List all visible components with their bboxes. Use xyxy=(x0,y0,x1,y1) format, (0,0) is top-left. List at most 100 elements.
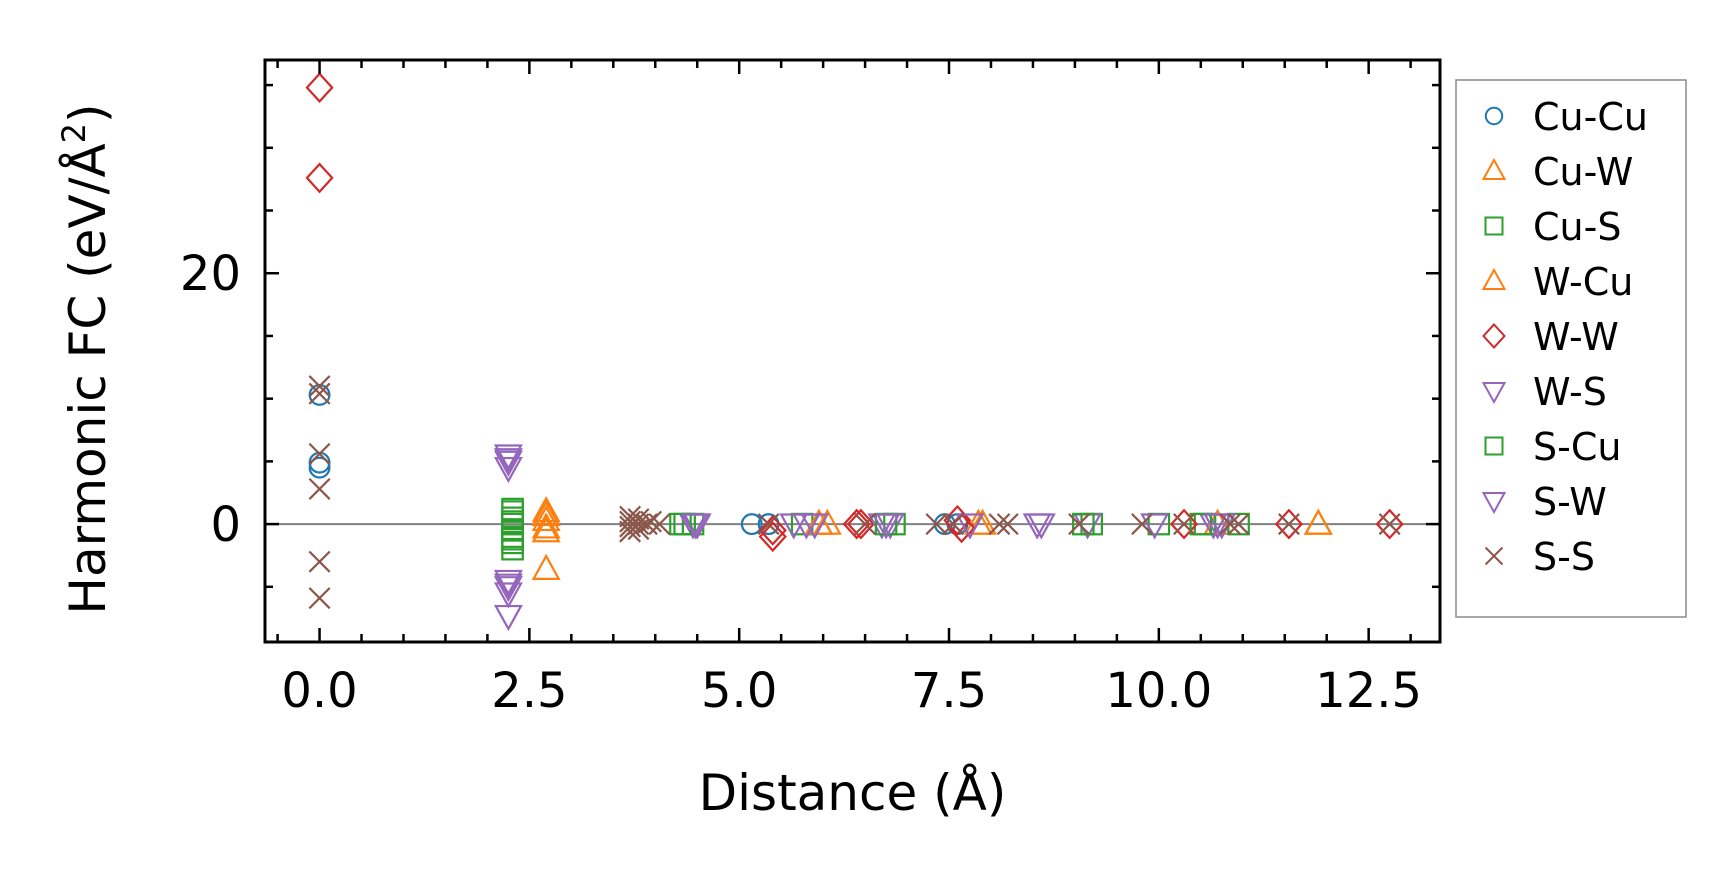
data-point-w-s xyxy=(493,604,523,632)
data-point-w-s xyxy=(1140,513,1170,540)
data-point-s-s xyxy=(854,513,877,536)
data-point-w-s xyxy=(493,582,523,609)
data-point-s-cu xyxy=(501,527,524,551)
legend-label-w-cu: W-Cu xyxy=(1533,260,1633,304)
data-point-w-s xyxy=(955,513,985,540)
data-point-w-cu xyxy=(1303,508,1333,535)
data-point-s-s xyxy=(996,513,1019,536)
legend-marker-s-w xyxy=(1481,492,1507,515)
data-point-s-w xyxy=(871,513,901,540)
data-point-s-s xyxy=(308,477,331,500)
series-w-s xyxy=(493,444,1237,632)
x-tick-label: 7.5 xyxy=(911,663,987,719)
data-point-w-s xyxy=(493,569,523,597)
data-point-w-cu xyxy=(531,504,561,532)
data-point-w-w xyxy=(305,162,334,194)
data-point-s-w xyxy=(1203,513,1233,540)
data-point-s-s xyxy=(1277,513,1300,536)
data-point-w-s xyxy=(493,576,523,603)
data-point-w-s xyxy=(493,444,523,471)
tick-labels-layer: 0.0 2.5 5.0 7.5 10.0 12.5 0 20 xyxy=(180,246,1422,719)
legend-marker-w-s xyxy=(1481,382,1507,405)
data-point-s-s xyxy=(1227,513,1250,536)
y-tick-label: 0 xyxy=(210,497,241,553)
x-tick-label: 10.0 xyxy=(1105,663,1212,719)
data-point-w-w xyxy=(758,521,787,553)
series-s-s xyxy=(308,375,1401,610)
data-point-w-cu xyxy=(963,508,993,535)
data-point-w-cu xyxy=(531,512,561,539)
data-point-w-s xyxy=(1026,513,1056,540)
legend-marker-cu-cu xyxy=(1484,106,1504,126)
data-point-s-s xyxy=(308,382,331,405)
series-s-w xyxy=(493,448,1233,600)
data-point-w-s xyxy=(493,450,523,477)
data-point-cu-cu xyxy=(308,451,331,474)
data-point-s-s xyxy=(648,513,671,536)
data-point-s-cu xyxy=(669,512,692,536)
data-point-w-w xyxy=(758,514,787,546)
legend-marker-cu-w xyxy=(1481,157,1507,180)
data-point-w-w xyxy=(1274,508,1304,540)
data-point-w-w xyxy=(1375,508,1404,540)
legend-marker-cu-s xyxy=(1484,216,1504,236)
legend-label-w-w: W-W xyxy=(1533,315,1619,359)
data-point-w-cu xyxy=(804,508,834,535)
legend-label-cu-cu: Cu-Cu xyxy=(1533,95,1648,139)
legend-label-s-s: S-S xyxy=(1533,535,1595,579)
data-point-s-s xyxy=(1131,513,1154,536)
data-point-s-s xyxy=(1378,513,1401,536)
data-point-w-w xyxy=(305,72,334,104)
data-point-s-s xyxy=(640,510,663,533)
data-point-s-s xyxy=(1068,513,1091,536)
data-point-s-cu xyxy=(501,510,524,533)
data-point-s-w xyxy=(493,573,523,600)
data-point-s-s xyxy=(308,587,331,610)
y-axis-title: Harmonic FC (eV/Å2) xyxy=(55,103,117,614)
data-point-s-s xyxy=(308,442,331,465)
data-point-s-w xyxy=(681,513,711,540)
legend-label-cu-s: Cu-S xyxy=(1533,205,1621,249)
data-point-cu-cu xyxy=(308,456,331,479)
legend-label-s-w: S-W xyxy=(1533,480,1607,524)
data-points-layer xyxy=(305,72,1404,632)
y-axis-title-superscript: 2 xyxy=(55,123,93,143)
series-w-w xyxy=(305,72,1404,553)
data-point-s-s xyxy=(925,513,948,536)
legend-label-s-cu: S-Cu xyxy=(1533,425,1621,469)
data-point-s-s xyxy=(1219,513,1242,536)
data-point-w-w xyxy=(842,508,871,540)
legend-marker-w-w xyxy=(1482,323,1506,349)
y-tick-label: 20 xyxy=(180,246,241,302)
data-point-w-s xyxy=(493,456,523,484)
x-tick-label: 5.0 xyxy=(701,663,777,719)
data-point-s-s xyxy=(308,550,331,573)
legend-marker-s-cu xyxy=(1484,436,1504,456)
series-w-cu xyxy=(531,496,1333,539)
data-point-w-cu xyxy=(531,496,561,523)
x-tick-label: 0.0 xyxy=(281,663,357,719)
legend-marker-s-s xyxy=(1484,546,1504,566)
data-point-s-w xyxy=(493,448,523,475)
data-point-cu-w xyxy=(531,499,561,527)
x-tick-label: 12.5 xyxy=(1315,663,1422,719)
series-cu-cu xyxy=(308,383,969,536)
data-point-w-w xyxy=(1169,508,1199,540)
x-tick-label: 2.5 xyxy=(491,663,567,719)
axis-ticks-layer xyxy=(265,60,1440,642)
data-point-w-w xyxy=(943,504,972,536)
x-axis-title: Distance (Å) xyxy=(699,764,1007,822)
data-point-s-s xyxy=(988,513,1011,536)
legend-label-w-s: W-S xyxy=(1533,370,1607,414)
data-point-s-cu xyxy=(1072,512,1095,536)
y-axis-title-close: ) xyxy=(59,103,117,123)
data-point-cu-cu xyxy=(740,513,763,536)
data-point-s-s xyxy=(757,513,780,536)
data-point-s-w xyxy=(791,513,821,540)
legend-marker-w-cu xyxy=(1481,267,1507,290)
data-point-s-w xyxy=(1022,513,1052,540)
data-point-s-cu xyxy=(501,497,524,521)
data-point-s-s xyxy=(1173,513,1195,536)
y-axis-title-main: Harmonic FC (eV/Å xyxy=(59,143,117,614)
